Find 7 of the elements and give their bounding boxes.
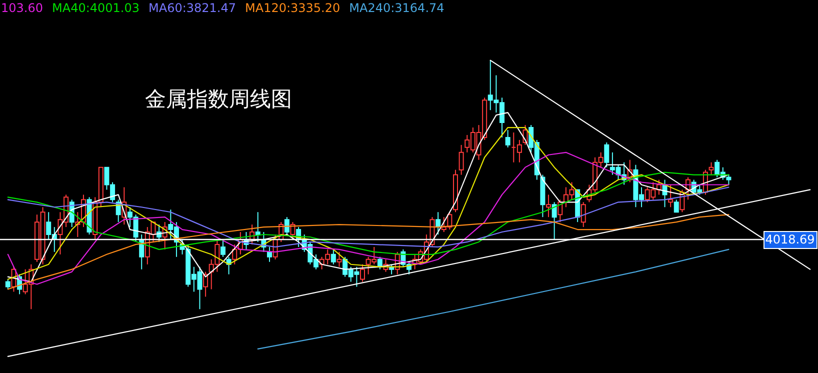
text: MA40:4001.03 — [52, 1, 140, 15]
text: MA120:3335.20 — [245, 1, 340, 15]
annotation: 4018.69 — [765, 232, 815, 246]
text: MA60:3821.47 — [148, 1, 236, 15]
text: 金属指数周线图 — [145, 87, 292, 111]
text: 103.60 — [1, 1, 43, 15]
text: MA240:3164.74 — [349, 1, 444, 15]
